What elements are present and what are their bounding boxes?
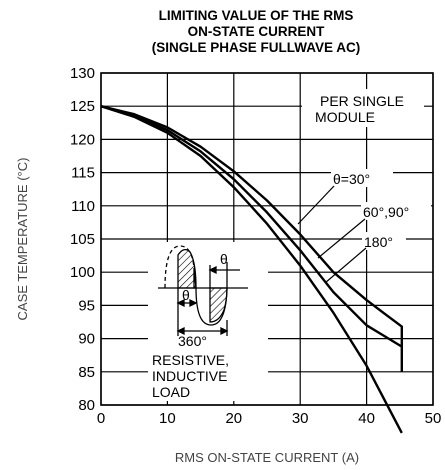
y-tick-label-95: 95 (78, 297, 95, 314)
series-group (100, 105, 403, 434)
y-tick-label-105: 105 (70, 231, 95, 248)
theta-left-arrowhead-r (189, 298, 198, 308)
y-axis-label: CASE TEMPERATURE (°C) (15, 158, 30, 321)
series-line-30 (100, 105, 403, 434)
theta30-label-bg (331, 169, 393, 187)
y-tick-label-110: 110 (71, 198, 95, 215)
x-tick-label-10: 10 (159, 410, 176, 427)
y-tick-label-115: 115 (71, 165, 95, 182)
series-label-theta6090: 60°,90° (363, 204, 409, 220)
x-tick-labels: 0 10 20 30 40 50 (97, 410, 442, 427)
x-tick-label-0: 0 (97, 410, 105, 427)
chart-title-line-1: LIMITING VALUE OF THE RMS (159, 8, 354, 23)
series-line-60-90 (100, 105, 403, 372)
x-tick-label-20: 20 (225, 410, 242, 427)
per-single-label-bg (302, 89, 424, 127)
x-tick-label-40: 40 (358, 410, 375, 427)
x-tick-label-50: 50 (425, 410, 442, 427)
y-tick-label-125: 125 (70, 98, 95, 115)
series-line-180 (100, 105, 403, 347)
load-label-2: INDUCTIVE (152, 368, 227, 384)
series-label-theta30: θ=30° (333, 171, 370, 187)
theta6090-label-bg (361, 202, 431, 220)
series-label-theta180: 180° (364, 234, 393, 250)
period-label: 360° (178, 333, 207, 349)
x-tick-label-30: 30 (292, 410, 309, 427)
y-tick-labels: 80 85 90 95 100 105 110 115 120 125 130 (70, 65, 95, 414)
waveform-negative-hatched (209, 287, 228, 323)
theta-left-label: θ (182, 287, 190, 303)
waveform-diagram (158, 245, 248, 336)
theta180-label-bg (362, 232, 406, 250)
period-arrowhead-r (220, 326, 229, 336)
theta-left-arrowhead-l (176, 298, 185, 308)
plot-frame (100, 72, 434, 406)
per-single-label: PER SINGLE (320, 93, 404, 109)
waveform-positive-solid (177, 248, 197, 289)
y-tick-label-85: 85 (78, 364, 95, 381)
period-arrowhead-l (176, 326, 185, 336)
load-label-3: LOAD (152, 384, 190, 400)
y-tick-label-120: 120 (70, 131, 95, 148)
theta-right-label: θ (220, 251, 228, 267)
chart-title-line-3: (SINGLE PHASE FULLWAVE AC) (152, 40, 361, 55)
theta-right-arrowhead (208, 265, 217, 275)
module-label: MODULE (315, 109, 375, 125)
chart-title-line-2: ON-STATE CURRENT (188, 24, 325, 39)
theta6090-leader (317, 218, 366, 259)
load-label-1: RESISTIVE, (152, 352, 229, 368)
theta180-leader (324, 247, 367, 284)
waveform-inset-bg (148, 242, 268, 401)
x-axis-label: RMS ON-STATE CURRENT (A) (175, 450, 359, 465)
y-tick-label-90: 90 (78, 331, 95, 348)
y-tick-label-130: 130 (70, 65, 95, 82)
y-tick-label-80: 80 (78, 397, 95, 414)
theta30-leader (297, 185, 335, 225)
y-tick-label-100: 100 (70, 264, 95, 281)
